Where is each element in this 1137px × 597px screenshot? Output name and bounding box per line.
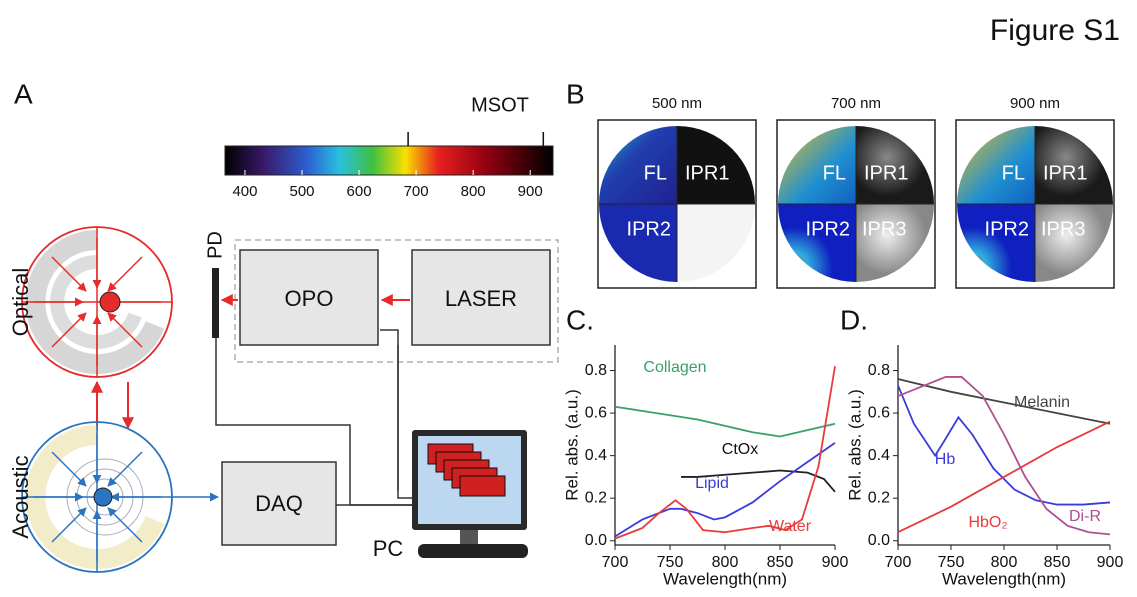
y-tick-label: 0.6 [868, 404, 890, 421]
x-axis-label: Wavelength(nm) [942, 569, 1066, 588]
quadrant-label: IPR2 [806, 218, 850, 240]
x-tick-label: 700 [885, 554, 912, 571]
quadrant-label: FL [644, 162, 667, 184]
y-tick-label: 0.4 [585, 447, 607, 464]
x-tick-label: 700 [602, 554, 629, 571]
monitor-stand [418, 544, 528, 558]
colorbar [225, 146, 553, 175]
y-tick-label: 0.2 [585, 489, 607, 506]
series-line [615, 407, 835, 437]
label: Acoustic [8, 455, 33, 538]
quadrant-label: IPR2 [627, 218, 671, 240]
y-tick-label: 0.8 [868, 362, 890, 379]
series-label: Collagen [643, 359, 706, 376]
quadrant-label: IPR3 [862, 218, 906, 240]
image-title: 700 nm [831, 95, 881, 112]
quadrant-label: IPR1 [685, 162, 729, 184]
sample [100, 292, 120, 312]
diagram: MSOT Optical Acoustic PD OPO LASER DAQ P… [8, 94, 558, 572]
label: Optical [8, 268, 33, 336]
label: PC [373, 536, 404, 561]
sample [94, 488, 112, 506]
series-label: Di-R [1069, 508, 1101, 525]
series-label: Water [769, 518, 812, 535]
panel-label: B [566, 78, 585, 109]
quadrant-label: IPR1 [864, 162, 908, 184]
x-axis-label: Wavelength(nm) [663, 569, 787, 588]
image-title: 500 nm [652, 95, 702, 112]
y-tick-label: 0.6 [585, 404, 607, 421]
label: DAQ [255, 491, 303, 516]
y-tick-label: 0.8 [585, 362, 607, 379]
colorbar-tick-label: 900 [518, 183, 543, 200]
y-tick-label: 0.2 [868, 489, 890, 506]
quadrant-label: FL [1002, 162, 1025, 184]
quadrant-label: IPR2 [985, 218, 1029, 240]
label: OPO [285, 286, 334, 311]
colorbar-tick-label: 400 [232, 183, 257, 200]
label: PD [204, 231, 226, 259]
quadrant-label: IPR3 [1041, 218, 1085, 240]
series-label: Hb [935, 451, 956, 468]
colorbar-tick-label: 800 [461, 183, 486, 200]
series-label: CtOx [722, 441, 758, 458]
chart-title: D. [840, 304, 868, 335]
y-tick-label: 0.0 [868, 532, 890, 549]
y-axis-label: Rel. abs. (a.u.) [845, 389, 864, 501]
quadrant-label: FL [823, 162, 846, 184]
y-tick-label: 0.4 [868, 447, 890, 464]
series-label: HbO₂ [968, 514, 1007, 531]
x-tick-label: 900 [1097, 554, 1124, 571]
quadrant-label: IPR1 [1043, 162, 1087, 184]
series-line [898, 379, 1110, 424]
label: LASER [445, 286, 517, 311]
x-tick-label: 900 [822, 554, 849, 571]
colorbar-tick-label: 500 [289, 183, 314, 200]
colorbar-tick-label: 600 [347, 183, 372, 200]
photodiode [212, 268, 219, 338]
chart-title: C. [566, 304, 594, 335]
label: MSOT [471, 94, 529, 116]
series-label: Lipid [695, 475, 729, 492]
panel-label: A [14, 78, 33, 109]
image-title: 900 nm [1010, 95, 1060, 112]
y-tick-label: 0.0 [585, 532, 607, 549]
colorbar-tick-label: 700 [404, 183, 429, 200]
series-label: Melanin [1014, 394, 1070, 411]
figure-title: Figure S1 [990, 14, 1120, 47]
y-axis-label: Rel. abs. (a.u.) [562, 389, 581, 501]
figure: Figure S1 A B MSOT Optical Acoustic PD O… [0, 0, 1137, 592]
